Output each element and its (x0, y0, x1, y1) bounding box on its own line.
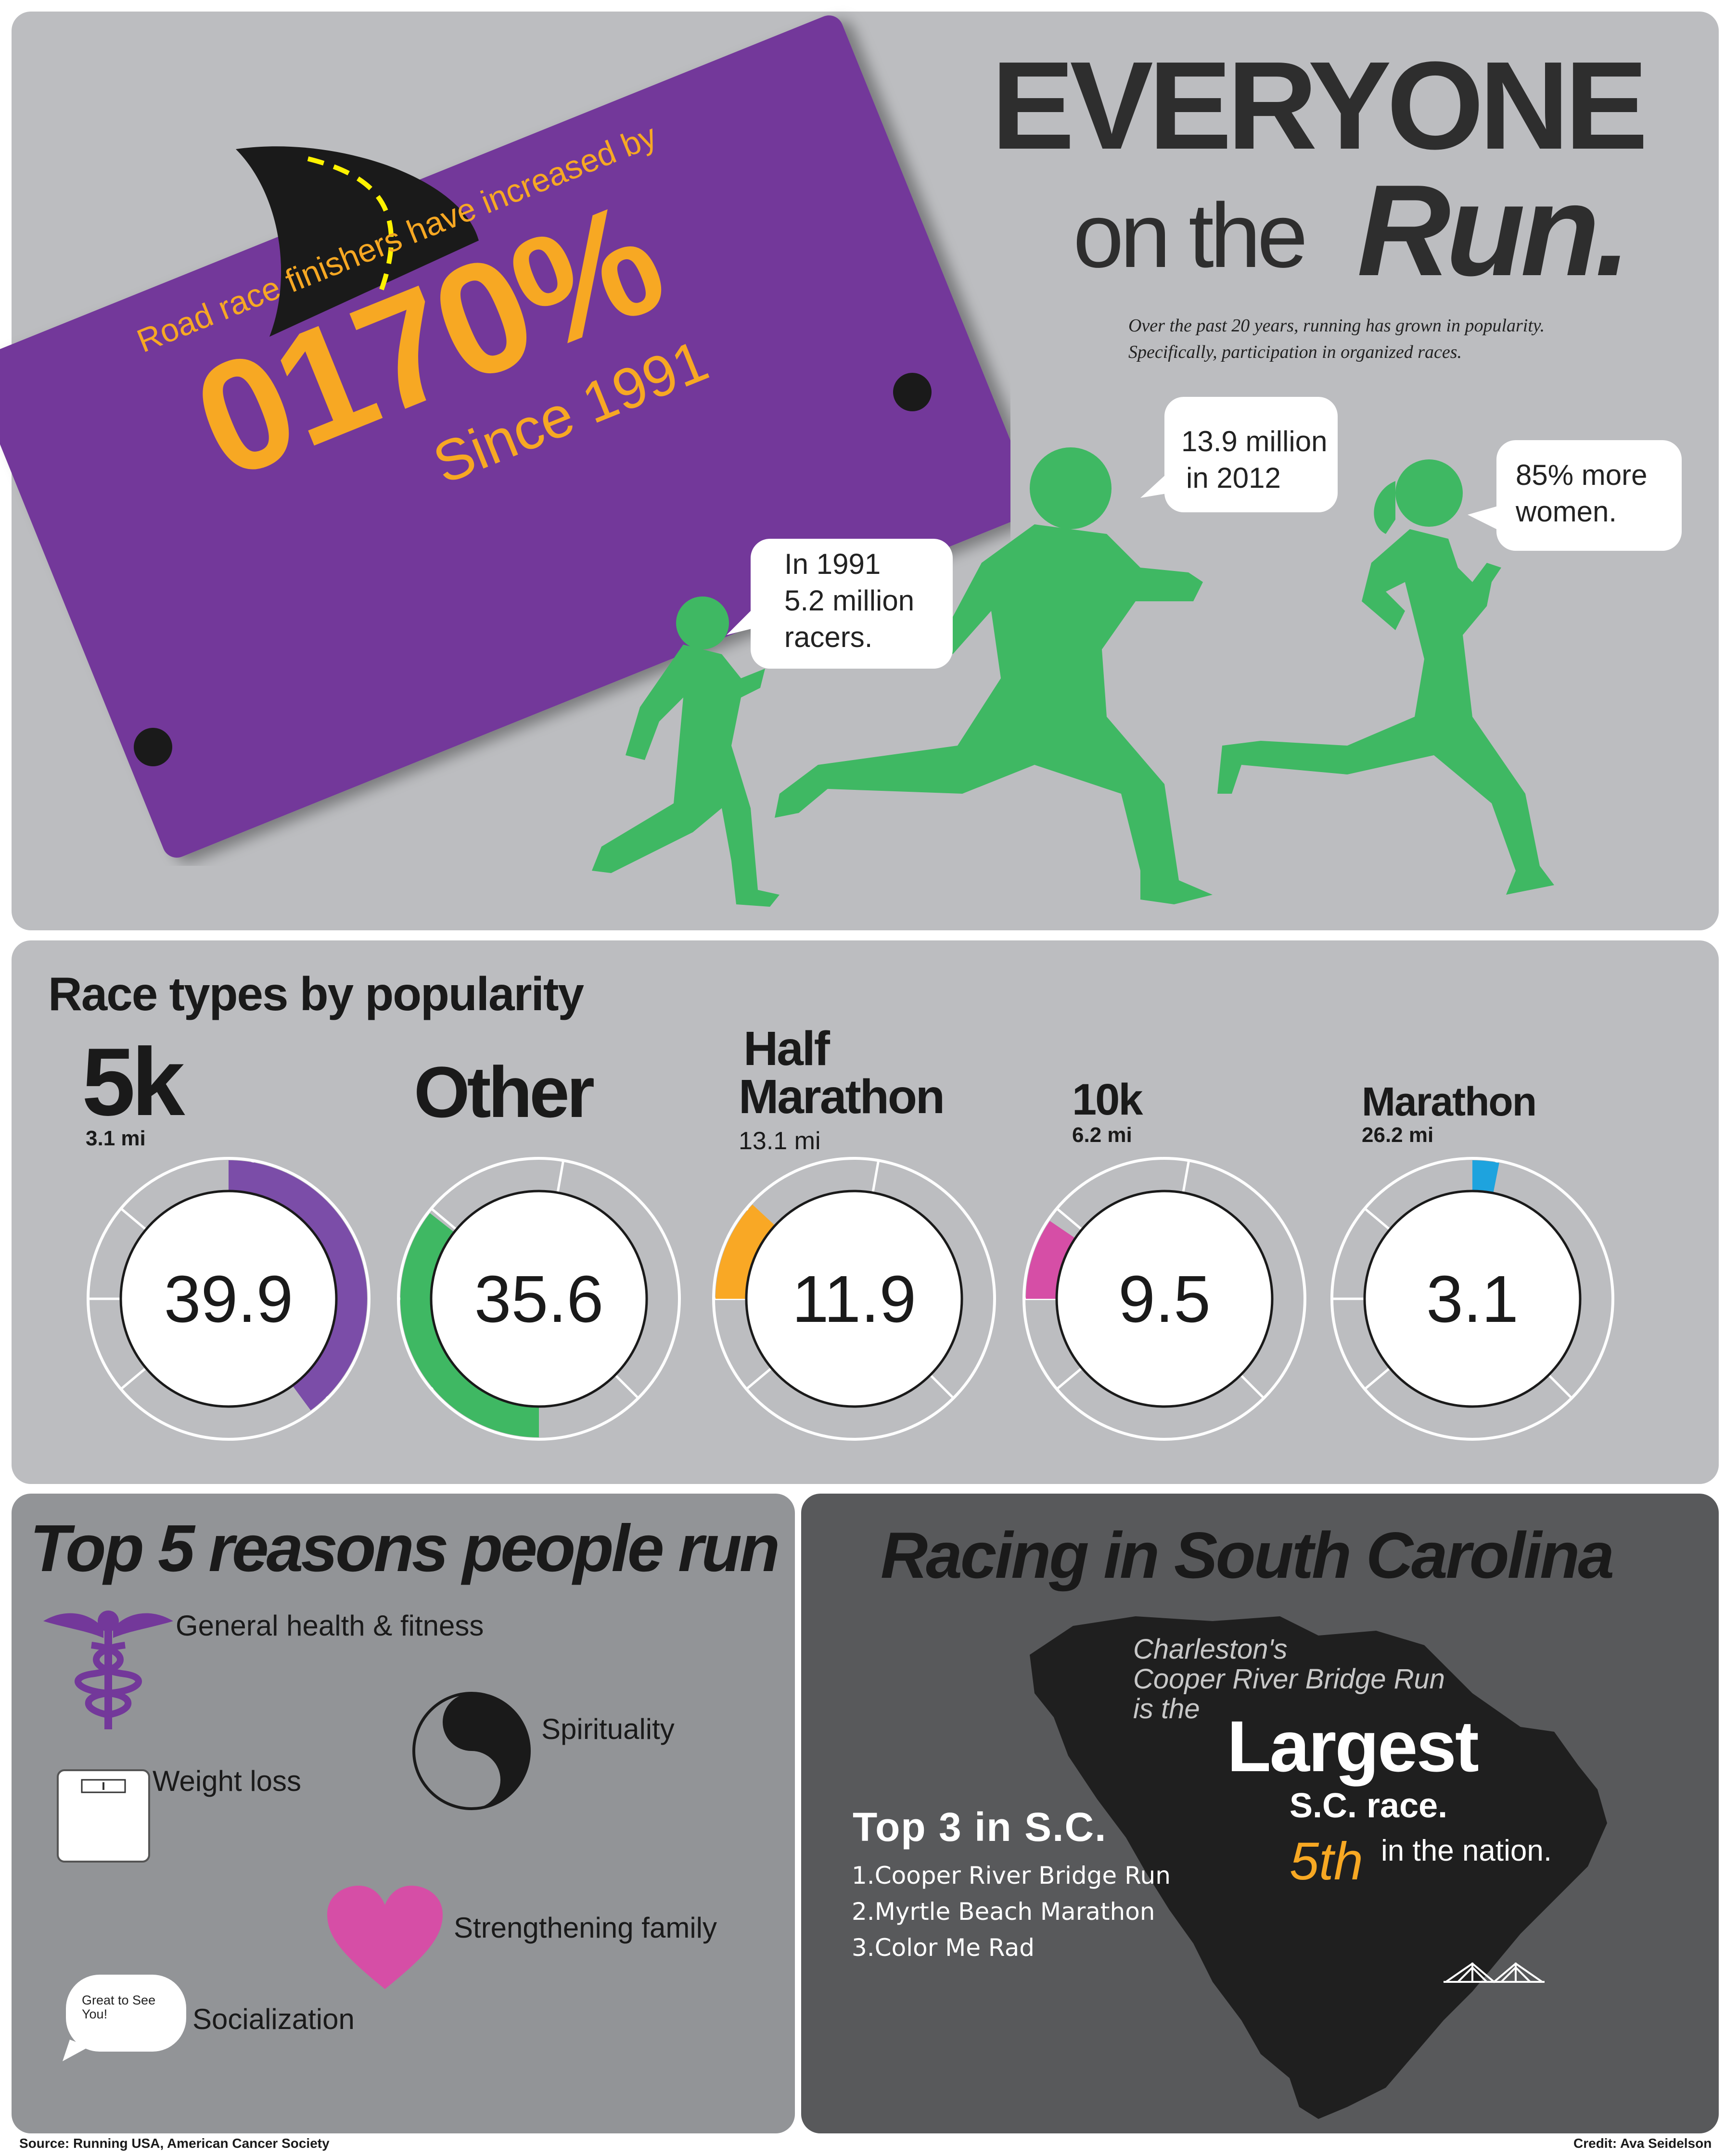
donut-chart-0: 39.9 (87, 1157, 371, 1441)
runners-illustration (592, 447, 1554, 907)
bubble-1991-text: In 1991 5.2 million racers. (784, 546, 914, 656)
donut-chart-3: 9.5 (1022, 1157, 1306, 1441)
purple-sign (0, 15, 1010, 858)
race-donut-charts: 39.9 35.6 11.9 9.5 3.1 (87, 1157, 1614, 1441)
bubble-women-line1: 85% more (1516, 459, 1648, 491)
reason-general-health: General health & fitness (176, 1610, 484, 1642)
race-marathon-name: Marathon (1362, 1079, 1537, 1124)
donut-value-arc (716, 1205, 779, 1299)
footer-source: Source: Running USA, American Cancer Soc… (19, 2136, 330, 2151)
donut-value-label: 11.9 (792, 1262, 916, 1336)
footer-credit: Credit: Ava Seidelson (1573, 2136, 1712, 2151)
reason-socialization: Socialization (192, 2003, 355, 2035)
bubble-1991-line3: racers. (784, 621, 873, 653)
sc-race: S.C. race. (1290, 1787, 1448, 1825)
title-everyone: EVERYONE (991, 36, 1648, 176)
race-marathon-distance: 26.2 mi (1362, 1123, 1434, 1147)
donut-value-arc (1026, 1221, 1080, 1299)
donut-center (745, 1190, 963, 1408)
donut-value-arc (1472, 1160, 1499, 1199)
scale-icon (57, 1769, 150, 1863)
donut-center (430, 1190, 648, 1408)
donut-chart-1: 35.6 (397, 1157, 681, 1441)
reasons-title: Top 5 reasons people run (30, 1511, 780, 1585)
reason-spirituality: Spirituality (541, 1713, 675, 1745)
sc-fifth: 5th (1290, 1832, 1363, 1891)
race-half-distance: 13.1 mi (739, 1127, 821, 1155)
race-half-name-1: Half (743, 1022, 830, 1076)
south-carolina-map (1030, 1616, 1607, 2119)
title-run: Run. (1357, 158, 1631, 303)
sc-top3-item-2: 2.Myrtle Beach Marathon (852, 1898, 1155, 1926)
reason-weight-loss: Weight loss (153, 1765, 302, 1797)
sc-top3-item-3: 3.Color Me Rad (852, 1934, 1035, 1962)
donut-value-arc (229, 1160, 367, 1410)
race-half-name-2: Marathon (739, 1070, 945, 1124)
race-10k-distance: 6.2 mi (1072, 1123, 1132, 1147)
sc-intro-3: is the (1133, 1693, 1200, 1725)
bubble-1991-line2: 5.2 million (784, 584, 915, 617)
runner-woman-icon (1217, 459, 1554, 895)
sc-title: Racing in South Carolina (881, 1519, 1614, 1592)
donut-value-label: 9.5 (1118, 1262, 1211, 1336)
title-on-the: on the (1073, 185, 1308, 287)
bubble-2012-shape (1140, 397, 1338, 512)
bubble-2012-line1: 13.9 million (1181, 425, 1328, 457)
sc-largest: Largest (1227, 1706, 1479, 1787)
race-10k-name: 10k (1072, 1075, 1143, 1124)
speech-bubble-text-2: You! (82, 2007, 108, 2021)
bubble-2012-text: 13.9 million in 2012 (1181, 423, 1328, 496)
screw-icon (134, 728, 172, 766)
runner-small-icon (592, 596, 779, 907)
bubble-1991-shape (727, 539, 953, 669)
speech-bubble-icon (63, 1975, 186, 2061)
bubble-women-line2: women. (1516, 495, 1617, 528)
donut-value-label: 35.6 (474, 1262, 604, 1336)
hero-subtitle-1: Over the past 20 years, running has grow… (1128, 316, 1545, 336)
sc-in-nation: in the nation. (1381, 1834, 1552, 1867)
race-5k-distance: 3.1 mi (86, 1127, 146, 1150)
race-other-name: Other (414, 1052, 595, 1132)
caduceus-icon (43, 1611, 173, 1729)
heart-icon (327, 1886, 443, 1989)
bubble-2012-line2: in 2012 (1186, 462, 1281, 494)
donut-center (1363, 1190, 1582, 1408)
sc-top3-title: Top 3 in S.C. (853, 1804, 1107, 1850)
speech-bubble-text-1: Great to See (82, 1993, 156, 2007)
road-icon (236, 146, 479, 337)
donut-center (1055, 1190, 1274, 1408)
runner-middle-icon (775, 447, 1213, 904)
hero-subtitle-2: Specifically, participation in organized… (1128, 342, 1462, 362)
race-5k-name: 5k (82, 1028, 185, 1136)
donut-center (119, 1190, 338, 1408)
reason-family: Strengthening family (454, 1912, 717, 1944)
screw-icon (893, 373, 932, 411)
donut-value-label: 3.1 (1426, 1262, 1519, 1336)
bubble-women-shape (1468, 440, 1682, 551)
donut-chart-4: 3.1 (1330, 1157, 1614, 1441)
sc-top3-item-1: 1.Cooper River Bridge Run (852, 1862, 1171, 1890)
donut-chart-2: 11.9 (712, 1157, 996, 1441)
sc-intro-2: Cooper River Bridge Run (1133, 1663, 1445, 1695)
bridge-icon (1444, 1962, 1545, 1983)
bubble-1991-line1: In 1991 (784, 548, 881, 580)
donut-value-label: 39.9 (164, 1262, 294, 1336)
race-types-title: Race types by popularity (48, 967, 584, 1020)
sc-intro-1: Charleston's (1133, 1634, 1288, 1665)
yin-yang-icon (412, 1692, 531, 1810)
bubble-women-text: 85% more women. (1516, 457, 1647, 530)
